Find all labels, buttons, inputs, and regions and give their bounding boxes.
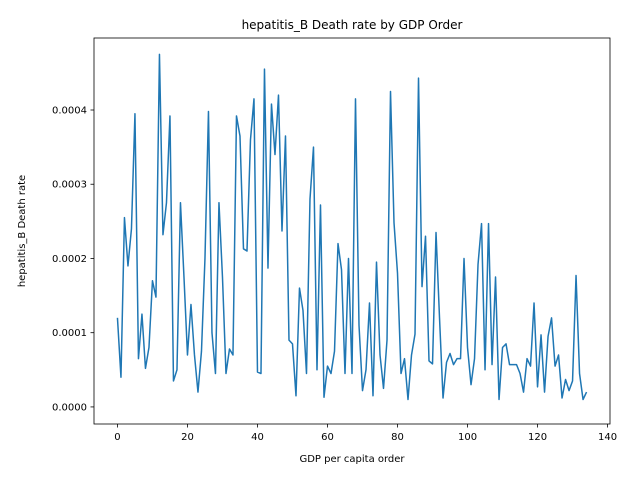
y-tick-label: 0.0004 — [52, 106, 87, 117]
chart-title: hepatitis_B Death rate by GDP Order — [242, 18, 463, 32]
x-tick-label: 0 — [114, 432, 120, 443]
x-tick-label: 140 — [598, 432, 617, 443]
plot-area — [116, 53, 588, 401]
x-tick-label: 60 — [321, 432, 334, 443]
y-tick-label: 0.0003 — [52, 180, 87, 191]
x-axis: 0 20 40 60 80 100 120 140 — [114, 424, 617, 443]
x-tick-label: 40 — [251, 432, 264, 443]
axes-frame — [93, 37, 611, 425]
x-axis-label: GDP per capita order — [299, 454, 405, 465]
series-line-0 — [116, 53, 588, 401]
y-tick-label: 0.0001 — [52, 328, 87, 339]
x-tick-label: 20 — [181, 432, 194, 443]
y-tick-label: 0.0002 — [52, 254, 87, 265]
x-tick-label: 100 — [458, 432, 477, 443]
x-tick-label: 120 — [528, 432, 547, 443]
x-tick-label: 80 — [391, 432, 404, 443]
y-axis-label: hepatitis_B Death rate — [17, 175, 28, 287]
y-tick-label: 0.0000 — [52, 402, 87, 413]
y-axis: 0.0000 0.0001 0.0002 0.0003 0.0004 — [52, 106, 94, 413]
